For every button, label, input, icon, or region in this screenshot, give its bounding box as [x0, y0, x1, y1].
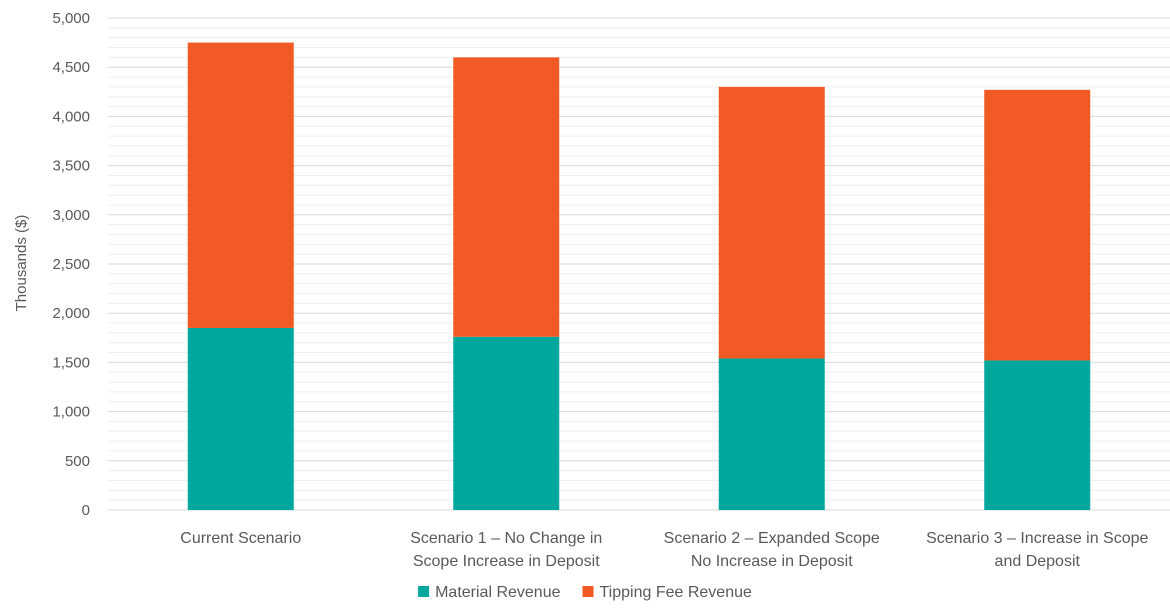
legend-label: Material Revenue [435, 584, 561, 601]
legend: Material Revenue Tipping Fee Revenue [418, 584, 752, 601]
x-axis: Current Scenario Scenario 1 – No Change i… [180, 530, 1148, 570]
legend-swatch [418, 586, 430, 597]
bar-segment [453, 57, 560, 337]
x-tick-label: Scenario 3 – Increase in Scope [926, 530, 1148, 547]
y-tick-label: 1,500 [52, 354, 90, 371]
legend-label: Tipping Fee Revenue [600, 584, 752, 601]
y-tick-label: 500 [65, 453, 90, 470]
bar-segment [718, 86, 825, 359]
x-tick-label: No Increase in Deposit [691, 553, 853, 570]
y-tick-label: 1,000 [52, 404, 90, 421]
y-tick-label: 4,000 [52, 108, 90, 125]
bar-segment [984, 89, 1091, 361]
bars [187, 42, 1091, 510]
x-tick-label: Scenario 2 – Expanded Scope [664, 530, 880, 547]
bar-segment [453, 336, 560, 510]
x-tick-label: Current Scenario [180, 530, 301, 547]
legend-swatch [582, 586, 594, 597]
y-tick-label: 2,000 [52, 305, 90, 322]
x-tick-label: Scenario 1 – No Change in [410, 530, 602, 547]
y-tick-label: 5,000 [52, 10, 90, 27]
bar-segment [718, 358, 825, 510]
bar-segment [187, 327, 294, 510]
y-tick-label: 3,500 [52, 158, 90, 175]
x-tick-label: and Deposit [995, 553, 1081, 570]
y-axis: 0 500 1,000 1,500 2,000 2,500 3,000 3,500 4,000 4… [52, 10, 90, 519]
y-tick-label: 3,000 [52, 207, 90, 224]
y-tick-label: 0 [82, 502, 90, 519]
y-tick-label: 2,500 [52, 256, 90, 273]
y-axis-label: Thousands ($) [13, 215, 30, 312]
y-tick-label: 4,500 [52, 59, 90, 76]
x-tick-label: Scope Increase in Deposit [413, 553, 600, 570]
bar-segment [187, 42, 294, 328]
bar-segment [984, 360, 1091, 510]
